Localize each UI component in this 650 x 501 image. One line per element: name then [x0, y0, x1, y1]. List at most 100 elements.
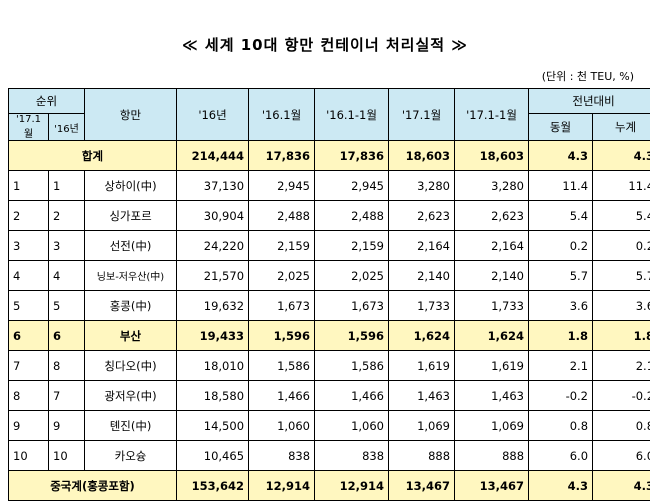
port-cell: 상하이(中) — [85, 171, 177, 201]
total-row: 합계 214,444 17,836 17,836 18,603 18,603 4… — [9, 141, 650, 171]
table-cell: 2,164 — [389, 231, 455, 261]
rank-16-cell: 1 — [49, 171, 85, 201]
table-cell: 1,466 — [315, 381, 389, 411]
table-cell: 19,632 — [177, 291, 249, 321]
col-17-1-1-header: '17.1-1월 — [455, 89, 529, 141]
table-row: 8 7 광저우(中) 18,580 1,466 1,466 1,463 1,46… — [9, 381, 650, 411]
rank-16-cell: 9 — [49, 411, 85, 441]
table-cell: 21,570 — [177, 261, 249, 291]
table-cell: 19,433 — [177, 321, 249, 351]
table-cell: 1,060 — [315, 411, 389, 441]
rank-17-cell: 5 — [9, 291, 49, 321]
table-cell: 13,467 — [389, 471, 455, 501]
table-cell: 838 — [315, 441, 389, 471]
rank-17-cell: 7 — [9, 351, 49, 381]
rank-16-cell: 7 — [49, 381, 85, 411]
table-row: 5 5 홍콩(中) 19,632 1,673 1,673 1,733 1,733… — [9, 291, 650, 321]
rank-17-header: '17.1월 — [9, 114, 49, 141]
table-cell: 2,164 — [455, 231, 529, 261]
table-cell: 2,945 — [249, 171, 315, 201]
table-cell: 17,836 — [249, 141, 315, 171]
table-cell: 2,623 — [389, 201, 455, 231]
table-cell: 888 — [389, 441, 455, 471]
table-cell: 6.0 — [593, 441, 650, 471]
rank-16-header: '16년 — [49, 114, 85, 141]
same-month-header: 동월 — [529, 114, 593, 141]
rank-16-cell: 5 — [49, 291, 85, 321]
table-cell: 3.6 — [529, 291, 593, 321]
port-cell: 싱가포르 — [85, 201, 177, 231]
table-cell: 153,642 — [177, 471, 249, 501]
rank-17-cell: 1 — [9, 171, 49, 201]
col-17-1-header: '17.1월 — [389, 89, 455, 141]
table-cell: 12,914 — [249, 471, 315, 501]
table-cell: 1.8 — [529, 321, 593, 351]
table-cell: 2,488 — [249, 201, 315, 231]
header-row-1: 순위 항만 '16년 '16.1월 '16.1-1월 '17.1월 '17.1-… — [9, 89, 650, 114]
table-cell: 2,488 — [315, 201, 389, 231]
table-row: 4 4 닝보-저우산(中) 21,570 2,025 2,025 2,140 2… — [9, 261, 650, 291]
table-row: 9 9 톈진(中) 14,500 1,060 1,060 1,069 1,069… — [9, 411, 650, 441]
port-cell: 카오슝 — [85, 441, 177, 471]
table-cell: -0.2 — [529, 381, 593, 411]
table-cell: 5.4 — [529, 201, 593, 231]
port-cell: 홍콩(中) — [85, 291, 177, 321]
table-cell: 838 — [249, 441, 315, 471]
table-cell: 24,220 — [177, 231, 249, 261]
table-cell: 12,914 — [315, 471, 389, 501]
unit-note: (단위 : 천 TEU, %) — [542, 68, 634, 84]
port-table: 순위 항만 '16년 '16.1월 '16.1-1월 '17.1월 '17.1-… — [8, 88, 650, 501]
rank-17-cell: 10 — [9, 441, 49, 471]
table-cell: 0.8 — [593, 411, 650, 441]
table-cell: 1,624 — [455, 321, 529, 351]
table-cell: 6.0 — [529, 441, 593, 471]
col-16-header: '16년 — [177, 89, 249, 141]
table-cell: 11.4 — [529, 171, 593, 201]
rank-16-cell: 10 — [49, 441, 85, 471]
table-cell: 1,466 — [249, 381, 315, 411]
table-cell: 13,467 — [455, 471, 529, 501]
table-cell: 2,623 — [455, 201, 529, 231]
table-cell: 3,280 — [455, 171, 529, 201]
rank-17-cell: 2 — [9, 201, 49, 231]
table-cell: 10,465 — [177, 441, 249, 471]
table-cell: 1,673 — [315, 291, 389, 321]
rank-17-cell: 6 — [9, 321, 49, 351]
table-cell: 3.6 — [593, 291, 650, 321]
table-cell: 4.3 — [529, 141, 593, 171]
table-cell: 1,624 — [389, 321, 455, 351]
table-cell: 1,733 — [389, 291, 455, 321]
rank-16-cell: 8 — [49, 351, 85, 381]
china-total-row: 중국계(홍콩포함) 153,642 12,914 12,914 13,467 1… — [9, 471, 650, 501]
table-row: 2 2 싱가포르 30,904 2,488 2,488 2,623 2,623 … — [9, 201, 650, 231]
table-cell: -0.2 — [593, 381, 650, 411]
table-row: 3 3 선전(中) 24,220 2,159 2,159 2,164 2,164… — [9, 231, 650, 261]
table-cell: 5.4 — [593, 201, 650, 231]
table-cell: 1.8 — [593, 321, 650, 351]
port-cell: 선전(中) — [85, 231, 177, 261]
table-cell: 1,463 — [389, 381, 455, 411]
port-cell: 부산 — [85, 321, 177, 351]
page-title: ≪ 세계 10대 항만 컨테이너 처리실적 ≫ — [0, 34, 650, 55]
table-cell: 1,673 — [249, 291, 315, 321]
port-cell: 광저우(中) — [85, 381, 177, 411]
table-cell: 2,140 — [455, 261, 529, 291]
table-cell: 2.1 — [593, 351, 650, 381]
table-row-busan: 6 6 부산 19,433 1,596 1,596 1,624 1,624 1.… — [9, 321, 650, 351]
table-cell: 18,580 — [177, 381, 249, 411]
table-cell: 3,280 — [389, 171, 455, 201]
table-cell: 37,130 — [177, 171, 249, 201]
table-cell: 1,733 — [455, 291, 529, 321]
table-cell: 2,025 — [249, 261, 315, 291]
table-cell: 0.2 — [529, 231, 593, 261]
table-row: 7 8 칭다오(中) 18,010 1,586 1,586 1,619 1,61… — [9, 351, 650, 381]
rank-header: 순위 — [9, 89, 85, 114]
table-cell: 2,159 — [249, 231, 315, 261]
table-cell: 1,619 — [455, 351, 529, 381]
rank-17-cell: 9 — [9, 411, 49, 441]
port-cell: 닝보-저우산(中) — [85, 261, 177, 291]
table-cell: 1,069 — [455, 411, 529, 441]
table-cell: 1,596 — [249, 321, 315, 351]
table-cell: 4.3 — [593, 471, 650, 501]
table-cell: 2,140 — [389, 261, 455, 291]
